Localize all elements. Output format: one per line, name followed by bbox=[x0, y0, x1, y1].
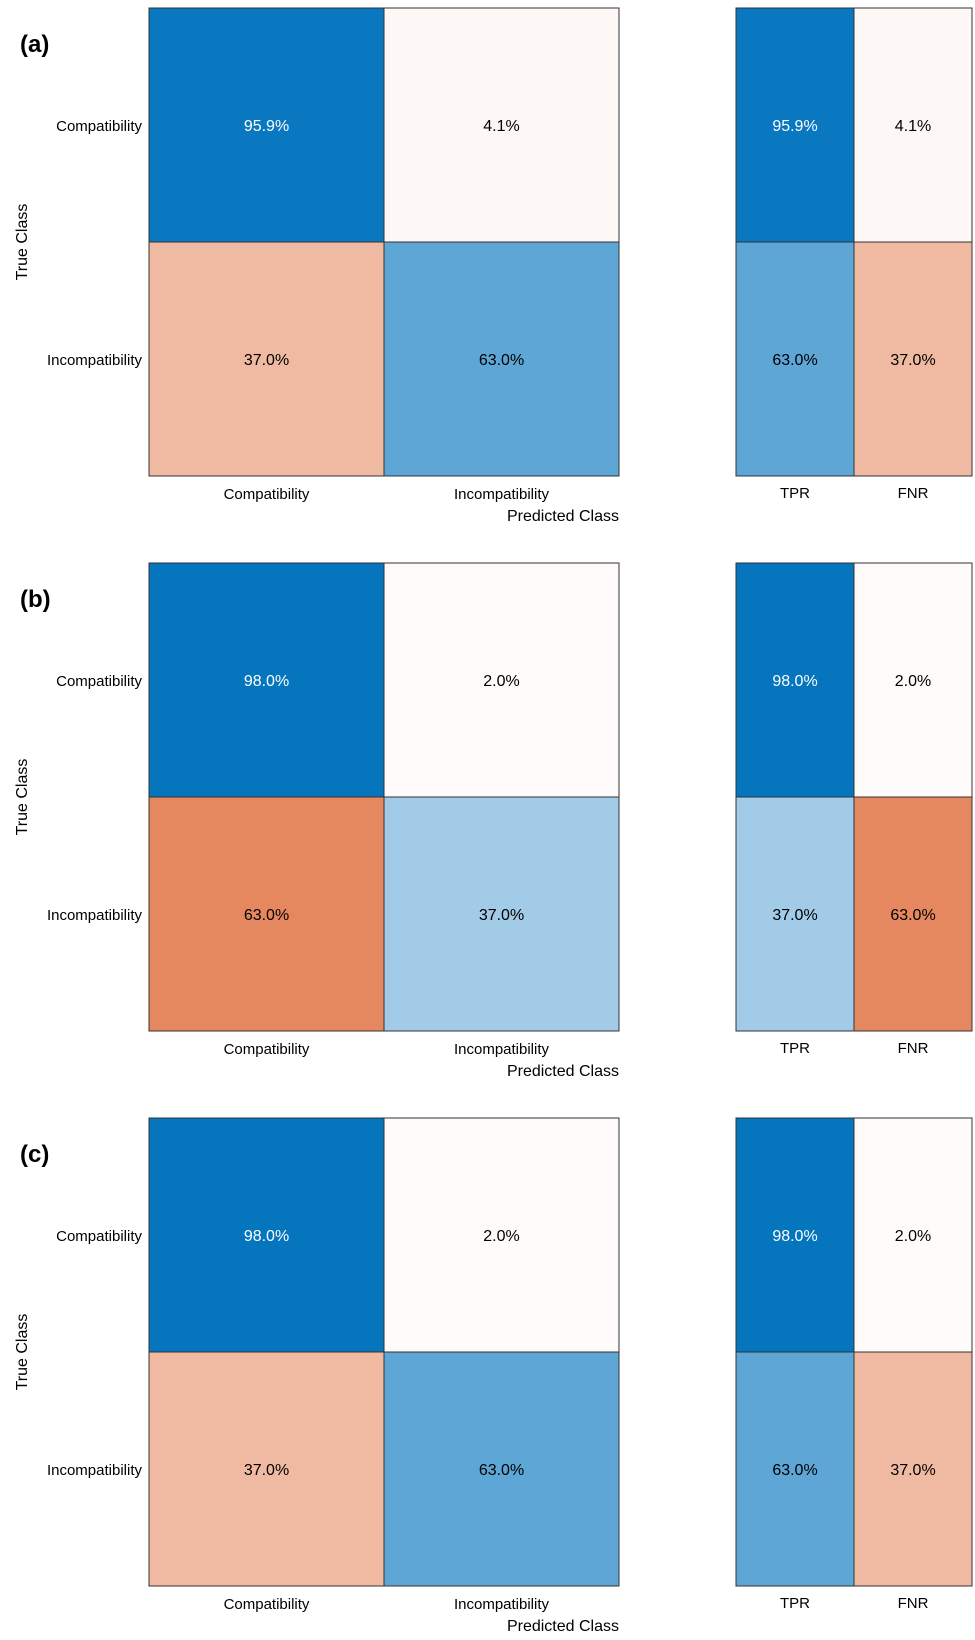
summary-value-label: 2.0% bbox=[895, 1228, 931, 1245]
summary-value-label: 4.1% bbox=[895, 118, 931, 135]
col-tick-label: Incompatibility bbox=[454, 1041, 550, 1058]
summary-value-label: 63.0% bbox=[890, 907, 935, 924]
summary-cell bbox=[735, 1351, 855, 1587]
summary-cell bbox=[735, 796, 855, 1032]
summary-value-label: 37.0% bbox=[772, 907, 817, 924]
summary-value-label: 37.0% bbox=[890, 352, 935, 369]
y-axis-label: True Class bbox=[14, 759, 31, 836]
summary-value-label: 2.0% bbox=[895, 673, 931, 690]
row-tick-label: Incompatibility bbox=[47, 352, 143, 369]
col-tick-label: Incompatibility bbox=[454, 1596, 550, 1613]
cell-value-label: 37.0% bbox=[244, 352, 289, 369]
y-axis-label: True Class bbox=[14, 204, 31, 281]
summary-col-label: FNR bbox=[898, 1040, 929, 1057]
col-tick-label: Incompatibility bbox=[454, 486, 550, 503]
matrix-cell bbox=[148, 7, 385, 243]
summary-cell bbox=[735, 562, 855, 798]
matrix-cell bbox=[148, 1117, 385, 1353]
cell-value-label: 37.0% bbox=[244, 1462, 289, 1479]
row-tick-label: Compatibility bbox=[56, 1228, 142, 1245]
col-tick-label: Compatibility bbox=[224, 1596, 310, 1613]
matrix-cell bbox=[383, 796, 620, 1032]
row-tick-label: Compatibility bbox=[56, 118, 142, 135]
cell-value-label: 63.0% bbox=[479, 1462, 524, 1479]
summary-value-label: 98.0% bbox=[772, 1228, 817, 1245]
x-axis-label: Predicted Class bbox=[507, 1618, 619, 1635]
matrix-cell bbox=[383, 562, 620, 798]
summary-value-label: 37.0% bbox=[890, 1462, 935, 1479]
panel-label: (c) bbox=[20, 1141, 49, 1168]
cell-value-label: 2.0% bbox=[483, 673, 519, 690]
matrix-cell bbox=[383, 7, 620, 243]
summary-cell bbox=[853, 1351, 973, 1587]
summary-cell bbox=[735, 241, 855, 477]
summary-value-label: 63.0% bbox=[772, 352, 817, 369]
cell-value-label: 98.0% bbox=[244, 673, 289, 690]
summary-value-label: 98.0% bbox=[772, 673, 817, 690]
summary-cell bbox=[735, 7, 855, 243]
col-tick-label: Compatibility bbox=[224, 486, 310, 503]
summary-col-label: TPR bbox=[780, 485, 810, 502]
matrix-cell bbox=[148, 241, 385, 477]
panel-1: (b) 98.0% 2.0% 63.0% 37.0% 98.0% 2.0% 37.0% 63.0… bbox=[14, 562, 973, 1080]
summary-value-label: 63.0% bbox=[772, 1462, 817, 1479]
col-tick-label: Compatibility bbox=[224, 1041, 310, 1058]
x-axis-label: Predicted Class bbox=[507, 1063, 619, 1080]
summary-value-label: 95.9% bbox=[772, 118, 817, 135]
row-tick-label: Incompatibility bbox=[47, 907, 143, 924]
matrix-cell bbox=[383, 1351, 620, 1587]
summary-cell bbox=[853, 241, 973, 477]
summary-col-label: TPR bbox=[780, 1040, 810, 1057]
summary-cell bbox=[853, 1117, 973, 1353]
summary-col-label: TPR bbox=[780, 1595, 810, 1612]
panel-2: (c) 98.0% 2.0% 37.0% 63.0% 98.0% 2.0% 63.0% 37.0… bbox=[14, 1117, 973, 1635]
cell-value-label: 2.0% bbox=[483, 1228, 519, 1245]
matrix-cell bbox=[148, 1351, 385, 1587]
cell-value-label: 63.0% bbox=[244, 907, 289, 924]
panel-0: (a) 95.9% 4.1% 37.0% 63.0% 95.9% 4.1% 63.0% 37.0… bbox=[14, 7, 973, 525]
summary-col-label: FNR bbox=[898, 1595, 929, 1612]
cell-value-label: 63.0% bbox=[479, 352, 524, 369]
matrix-cell bbox=[383, 241, 620, 477]
x-axis-label: Predicted Class bbox=[507, 508, 619, 525]
cell-value-label: 37.0% bbox=[479, 907, 524, 924]
summary-cell bbox=[735, 1117, 855, 1353]
panel-label: (a) bbox=[20, 31, 49, 58]
row-tick-label: Compatibility bbox=[56, 673, 142, 690]
summary-cell bbox=[853, 562, 973, 798]
summary-col-label: FNR bbox=[898, 485, 929, 502]
row-tick-label: Incompatibility bbox=[47, 1462, 143, 1479]
y-axis-label: True Class bbox=[14, 1314, 31, 1391]
cell-value-label: 98.0% bbox=[244, 1228, 289, 1245]
panel-label: (b) bbox=[20, 586, 51, 613]
matrix-cell bbox=[383, 1117, 620, 1353]
summary-cell bbox=[853, 796, 973, 1032]
cell-value-label: 95.9% bbox=[244, 118, 289, 135]
cell-value-label: 4.1% bbox=[483, 118, 519, 135]
summary-cell bbox=[853, 7, 973, 243]
